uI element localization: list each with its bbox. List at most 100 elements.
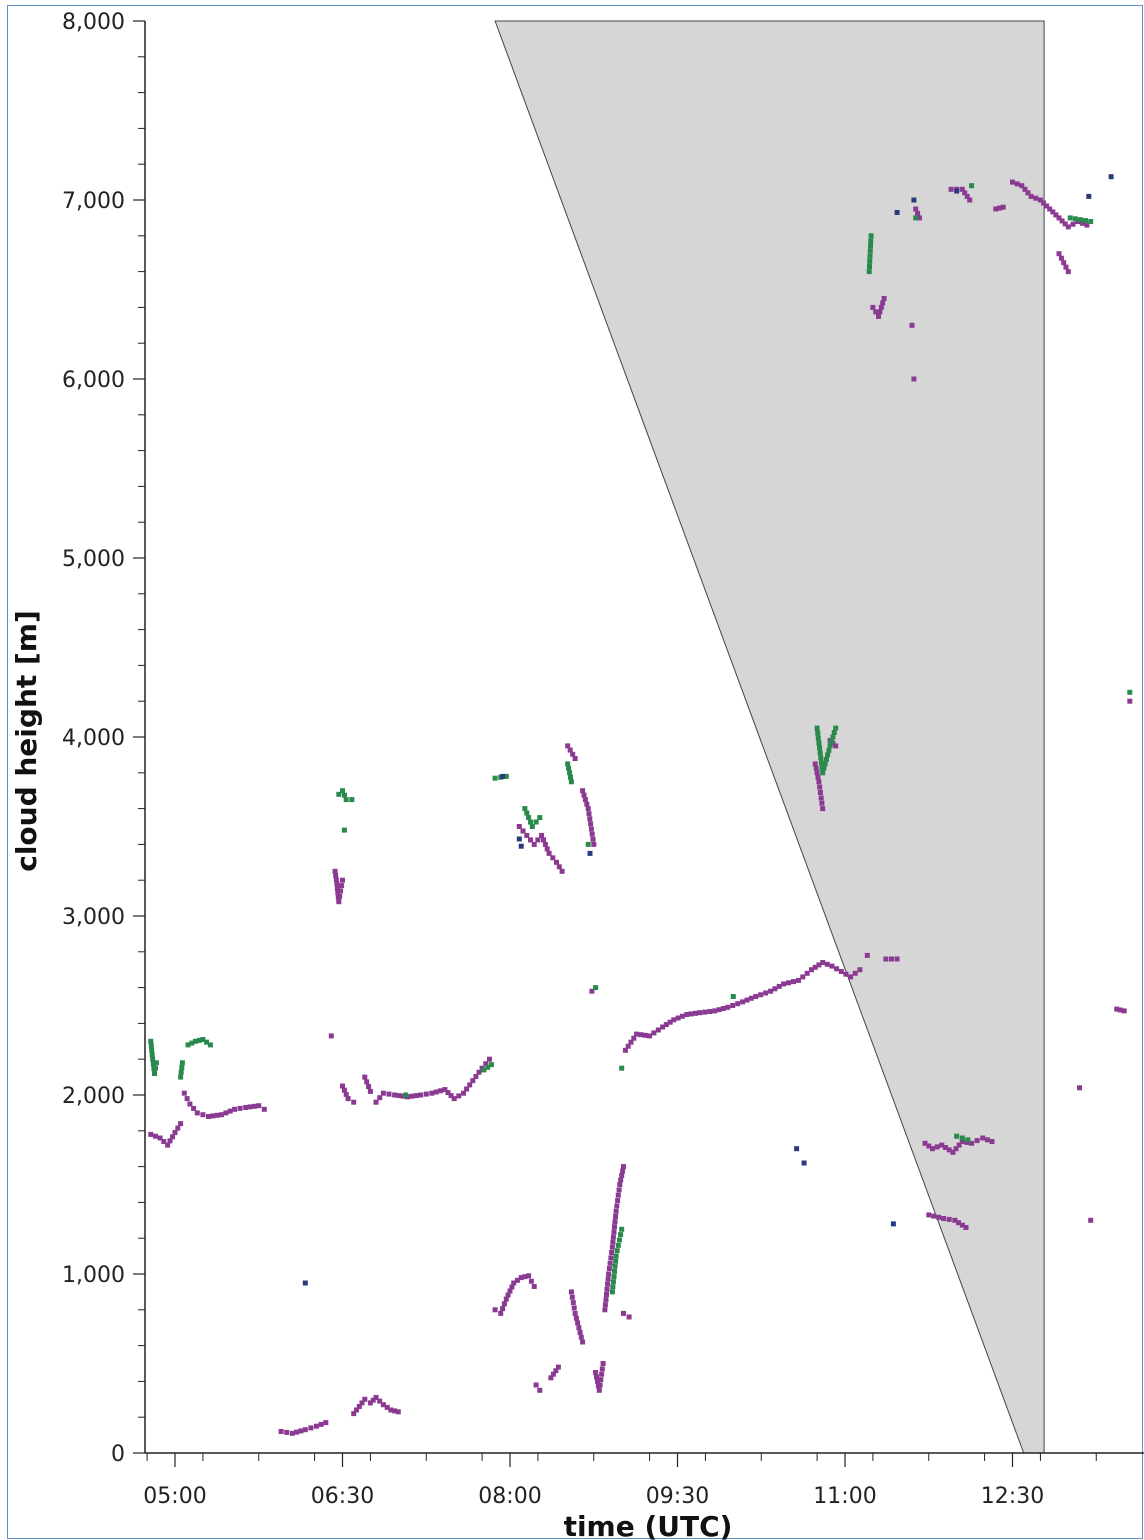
- data-point: [818, 795, 824, 801]
- data-point: [553, 1368, 559, 1374]
- data-point: [336, 791, 342, 797]
- data-point: [913, 206, 919, 212]
- data-point: [150, 1061, 156, 1067]
- axes-layer: 0 1,000 2,000 3,000 4,000 5,000 6,000 7,000 8,00…: [62, 10, 1144, 1509]
- data-point: [1056, 215, 1062, 221]
- data-point: [587, 816, 593, 822]
- data-point: [193, 1038, 198, 1044]
- data-point: [340, 1083, 345, 1089]
- data-point: [526, 815, 532, 820]
- data-point: [595, 1378, 600, 1384]
- data-point: [1065, 224, 1071, 230]
- data-point: [172, 1130, 178, 1136]
- data-point: [373, 1395, 379, 1400]
- data-point: [939, 1142, 945, 1148]
- data-point: [880, 300, 886, 306]
- data-point: [1041, 200, 1046, 206]
- data-point: [1065, 269, 1071, 275]
- data-point: [609, 1289, 615, 1295]
- y-tick-label: 2,000: [62, 1084, 125, 1109]
- data-point: [831, 730, 837, 735]
- data-point: [959, 1139, 965, 1144]
- data-point: [445, 1090, 451, 1096]
- data-point: [531, 841, 537, 847]
- data-point: [817, 745, 823, 751]
- data-point: [735, 1001, 741, 1007]
- data-point: [931, 1213, 937, 1219]
- data-point: [613, 1208, 619, 1214]
- data-point: [451, 1096, 457, 1102]
- data-point: [588, 826, 594, 832]
- data-point: [500, 773, 506, 779]
- data-point: [359, 1400, 365, 1406]
- data-point: [707, 1009, 713, 1014]
- data-point: [473, 1074, 479, 1079]
- data-point: [621, 1164, 626, 1170]
- data-point: [251, 1103, 257, 1109]
- data-point: [816, 779, 822, 785]
- data-point: [194, 1110, 200, 1116]
- data-point: [969, 1140, 975, 1146]
- data-point: [616, 1187, 622, 1193]
- data-point: [610, 1239, 616, 1245]
- data-point: [568, 774, 573, 780]
- data-point: [634, 1031, 640, 1037]
- data-point: [631, 1035, 637, 1041]
- data-point: [911, 197, 917, 203]
- data-point: [380, 1090, 386, 1096]
- data-point: [772, 986, 778, 992]
- data-point: [626, 1314, 632, 1320]
- x-tick-label: 05:00: [143, 1484, 206, 1509]
- data-point: [800, 974, 806, 980]
- data-point: [768, 988, 774, 994]
- data-point: [922, 1140, 928, 1146]
- data-point: [1028, 193, 1034, 199]
- data-point: [730, 994, 736, 999]
- data-point: [413, 1093, 419, 1099]
- data-point: [870, 304, 876, 310]
- data-point: [815, 730, 821, 736]
- data-point: [1086, 193, 1092, 199]
- data-point: [867, 253, 873, 259]
- data-point: [335, 890, 341, 896]
- data-point: [963, 1225, 969, 1230]
- data-point: [814, 770, 820, 776]
- data-point: [794, 1146, 800, 1152]
- data-point: [1084, 222, 1090, 228]
- data-point: [817, 790, 823, 795]
- data-point: [817, 784, 823, 790]
- series-green: [148, 183, 1133, 1295]
- data-point: [423, 1091, 429, 1097]
- data-point: [189, 1040, 195, 1046]
- data-point: [526, 1273, 532, 1279]
- data-point: [889, 956, 894, 962]
- data-point: [697, 1010, 703, 1016]
- data-point: [206, 1114, 211, 1119]
- data-point: [948, 186, 954, 192]
- data-point: [911, 376, 917, 382]
- data-point: [334, 885, 340, 891]
- data-point: [956, 1220, 961, 1226]
- data-point: [712, 1008, 718, 1014]
- data-point: [823, 756, 829, 762]
- data-point: [524, 810, 530, 816]
- data-point: [848, 974, 854, 980]
- data-point: [522, 806, 528, 812]
- data-point: [548, 1375, 554, 1381]
- data-point: [178, 1069, 184, 1075]
- data-point: [503, 1296, 509, 1302]
- data-point: [152, 1071, 157, 1076]
- data-point: [1088, 219, 1094, 224]
- data-point: [392, 1408, 398, 1414]
- data-point: [612, 1263, 618, 1269]
- data-point: [615, 1242, 621, 1248]
- data-point: [256, 1103, 262, 1109]
- data-point: [161, 1139, 167, 1144]
- data-point: [210, 1113, 216, 1119]
- data-point: [605, 1281, 611, 1287]
- data-point: [591, 841, 597, 847]
- data-point: [730, 1003, 736, 1008]
- data-point: [395, 1409, 401, 1415]
- data-point: [337, 893, 343, 899]
- data-point: [816, 962, 822, 968]
